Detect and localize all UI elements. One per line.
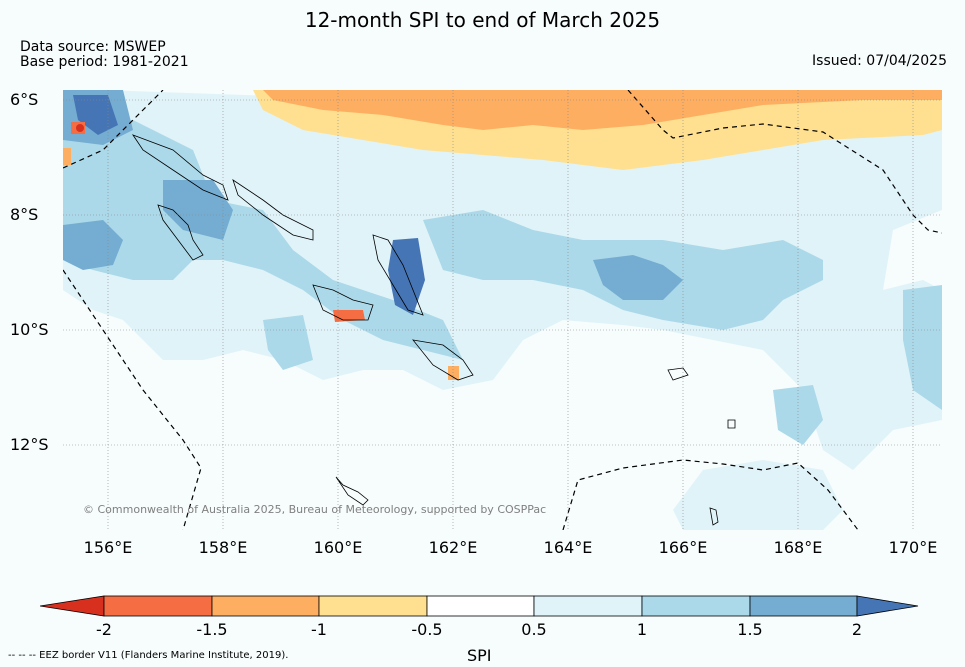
lat-label-8s: 8°S xyxy=(10,205,39,224)
colorbar-segment-1 xyxy=(103,595,213,617)
spi-patch-0.5-1 xyxy=(673,460,843,530)
lon-label-162e: 162°E xyxy=(428,538,478,557)
lon-label-170e: 170°E xyxy=(888,538,938,557)
copyright-notice: © Commonwealth of Australia 2025, Bureau… xyxy=(83,503,547,516)
coastlines xyxy=(131,134,736,526)
colorbar-segment-4 xyxy=(426,595,535,617)
spi-colorbar xyxy=(40,595,919,617)
base-period: Base period: 1981-2021 xyxy=(20,54,189,70)
colorbar-tick-4: -0.5 xyxy=(411,620,443,639)
spi-patch-gt2-center xyxy=(388,238,425,315)
lon-label-168e: 168°E xyxy=(773,538,823,557)
spi-patch-1-1.5-sw xyxy=(263,315,313,370)
lon-label-160e: 160°E xyxy=(313,538,363,557)
spi-patch-1-1.5-south xyxy=(773,385,823,445)
map-metadata: Data source: MSWEP Base period: 1981-202… xyxy=(20,40,189,70)
lon-label-156e: 156°E xyxy=(83,538,133,557)
spi-map xyxy=(63,90,942,530)
spi-patch-gt2-north xyxy=(73,95,118,135)
lon-label-158e: 158°E xyxy=(198,538,248,557)
colorbar-tick-7: 1.5 xyxy=(737,620,763,639)
map-title: 12-month SPI to end of March 2025 xyxy=(304,8,661,32)
colorbar-tick-6: 1 xyxy=(636,620,648,639)
spi-spot-dry-3 xyxy=(448,366,459,380)
lat-label-12s: 12°S xyxy=(10,435,49,454)
colorbar-extend-high xyxy=(856,595,919,617)
lat-label-10s: 10°S xyxy=(10,320,49,339)
colorbar-segment-6 xyxy=(641,595,751,617)
lon-label-164e: 164°E xyxy=(543,538,593,557)
issued-date: Issued: 07/04/2025 xyxy=(812,53,947,69)
colorbar-segment-7 xyxy=(749,595,858,617)
colorbar-tick-5: 0.5 xyxy=(521,620,547,639)
colorbar-tick-1: -2 xyxy=(96,620,112,639)
data-source: Data source: MSWEP xyxy=(20,39,166,55)
colorbar-segment-3 xyxy=(318,595,428,617)
map-canvas xyxy=(63,90,942,530)
colorbar-segment-5 xyxy=(533,595,643,617)
colorbar-segment-2 xyxy=(211,595,320,617)
spi-spot-dry-2 xyxy=(63,148,71,165)
colorbar-extend-low xyxy=(40,595,105,617)
lon-label-166e: 166°E xyxy=(658,538,708,557)
spi-patch-1.5-2-west xyxy=(63,220,123,270)
gridlines xyxy=(63,90,942,530)
colorbar-tick-2: -1.5 xyxy=(196,620,228,639)
colorbar-label: SPI xyxy=(467,646,492,665)
colorbar-tick-8: 2 xyxy=(851,620,863,639)
spi-patch-1.5-2-east xyxy=(593,255,683,300)
colorbar-tick-3: -1 xyxy=(311,620,327,639)
spi-spot-extreme xyxy=(76,124,84,132)
lat-label-6s: 6°S xyxy=(10,90,39,109)
eez-borders xyxy=(63,90,942,530)
eez-footnote: -- -- -- EEZ border V11 (Flanders Marine… xyxy=(8,650,289,661)
